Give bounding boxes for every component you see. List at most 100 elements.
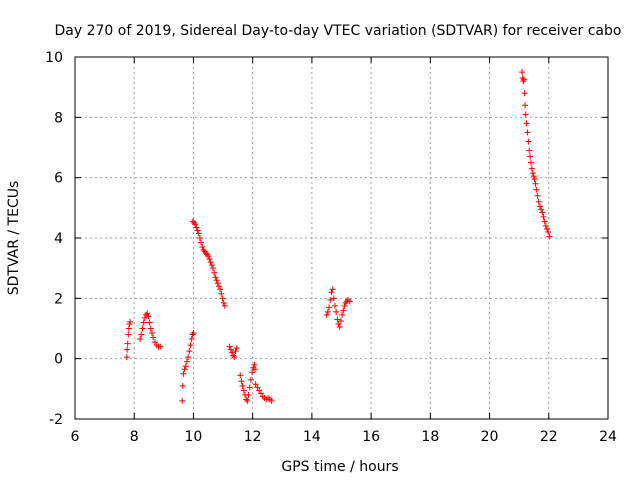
x-tick-label: 22 xyxy=(540,429,558,445)
data-point xyxy=(180,370,187,377)
data-point xyxy=(215,283,222,290)
data-point xyxy=(535,198,542,205)
data-point xyxy=(212,274,219,281)
data-point xyxy=(244,397,251,404)
data-point xyxy=(333,308,340,315)
data-point xyxy=(127,318,134,325)
data-point xyxy=(205,253,212,260)
data-point xyxy=(199,244,206,251)
data-point xyxy=(219,295,226,302)
data-point xyxy=(214,280,221,287)
data-point xyxy=(238,378,245,385)
y-tick-label: -2 xyxy=(49,412,63,428)
data-point xyxy=(190,330,197,337)
data-point xyxy=(186,348,193,355)
data-point xyxy=(335,320,342,327)
data-point xyxy=(533,186,540,193)
y-tick-label: 6 xyxy=(54,171,63,187)
data-point xyxy=(534,192,541,199)
data-point xyxy=(531,176,538,183)
data-point xyxy=(520,76,527,83)
data-point xyxy=(146,319,153,326)
data-point xyxy=(233,345,240,352)
data-point xyxy=(341,302,348,309)
data-point xyxy=(326,304,333,311)
data-point xyxy=(231,354,238,361)
data-point xyxy=(195,230,202,237)
data-point xyxy=(523,120,530,127)
x-tick-label: 20 xyxy=(481,429,499,445)
data-point xyxy=(148,330,155,337)
data-point xyxy=(538,206,545,213)
data-point xyxy=(254,384,261,391)
data-point xyxy=(226,343,233,350)
data-point xyxy=(526,147,533,154)
data-point xyxy=(192,221,199,228)
data-point xyxy=(529,170,536,177)
data-point xyxy=(181,366,188,373)
data-point xyxy=(256,387,263,394)
data-point xyxy=(221,302,228,309)
x-tick-label: 24 xyxy=(599,429,617,445)
data-point xyxy=(331,302,338,309)
data-point xyxy=(141,314,148,321)
data-point xyxy=(182,363,189,370)
data-point xyxy=(213,277,220,284)
data-point xyxy=(232,348,239,355)
data-point xyxy=(522,111,529,118)
data-point xyxy=(327,296,334,303)
data-point xyxy=(194,227,201,234)
data-point xyxy=(217,286,224,293)
data-point xyxy=(206,256,213,263)
data-point xyxy=(140,319,147,326)
x-tick-label: 6 xyxy=(71,429,80,445)
data-point xyxy=(268,397,275,404)
y-tick-label: 8 xyxy=(54,110,63,126)
data-point xyxy=(139,325,146,332)
x-tick-label: 14 xyxy=(303,429,321,445)
data-point xyxy=(193,224,200,231)
data-point xyxy=(208,262,215,269)
data-point xyxy=(228,349,235,356)
data-point xyxy=(545,228,552,235)
data-point xyxy=(245,391,252,398)
data-point xyxy=(252,381,259,388)
data-point xyxy=(183,358,190,365)
data-point xyxy=(145,313,152,320)
data-point xyxy=(257,390,264,397)
data-point xyxy=(185,354,192,361)
data-point xyxy=(541,218,548,225)
x-tick-label: 12 xyxy=(244,429,262,445)
data-point xyxy=(209,265,216,272)
data-point xyxy=(532,180,539,187)
data-point xyxy=(147,325,154,332)
data-point xyxy=(211,269,218,276)
x-tick-label: 18 xyxy=(421,429,439,445)
data-point xyxy=(179,382,186,389)
data-point xyxy=(339,311,346,318)
data-point xyxy=(124,340,131,347)
data-point xyxy=(144,310,151,317)
y-tick-label: 2 xyxy=(54,291,63,307)
x-axis-label: GPS time / hours xyxy=(281,459,398,475)
data-point xyxy=(246,384,253,391)
y-axis-label: SDTVAR / TECUs xyxy=(6,181,22,296)
y-tick-label: 4 xyxy=(54,231,63,247)
data-point xyxy=(337,317,344,324)
plot-border xyxy=(74,56,609,420)
data-point xyxy=(150,334,157,341)
data-point xyxy=(539,209,546,216)
data-point xyxy=(220,299,227,306)
data-points xyxy=(123,69,553,404)
data-point xyxy=(188,336,195,343)
data-point xyxy=(157,343,164,350)
data-point xyxy=(528,165,535,172)
data-point xyxy=(542,222,549,229)
x-tick-label: 10 xyxy=(185,429,203,445)
data-point xyxy=(137,336,144,343)
data-point xyxy=(179,397,186,404)
data-point xyxy=(525,138,532,145)
